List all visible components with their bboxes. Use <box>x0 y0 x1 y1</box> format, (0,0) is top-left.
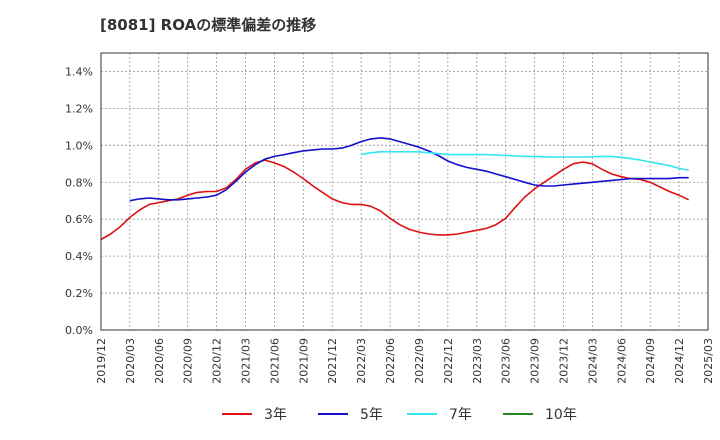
y-tick-label: 0.6% <box>65 213 93 226</box>
series-line-7年 <box>360 151 689 172</box>
x-tick-label: 2023/12 <box>557 338 570 384</box>
y-tick-label: 0.4% <box>65 250 93 263</box>
legend-label: 3年 <box>264 407 287 423</box>
y-tick-label: 0.8% <box>65 176 93 189</box>
y-tick-label: 0.0% <box>65 324 93 337</box>
x-tick-label: 2021/06 <box>268 338 281 384</box>
x-tick-label: 2020/03 <box>124 338 137 384</box>
plot-border <box>100 52 709 331</box>
x-tick-label: 2023/03 <box>471 338 484 384</box>
legend-label: 5年 <box>360 407 383 423</box>
legend-item: 7年 <box>407 407 472 423</box>
x-axis-ticks: 2019/12 2020/03 2020/06 2020/09 2020/12 2021/… <box>95 338 715 384</box>
x-tick-label: 2024/03 <box>586 338 599 384</box>
series-line-5年 <box>129 137 689 202</box>
legend-item: 3年 <box>222 407 287 423</box>
x-tick-label: 2019/12 <box>95 338 108 384</box>
x-tick-label: 2020/09 <box>182 338 195 384</box>
x-tick-label: 2025/03 <box>702 338 715 384</box>
y-axis-ticks: 0.0% 0.2% 0.4% 0.6% 0.8% 1.0% 1.2% 1.4% <box>65 65 93 337</box>
x-tick-label: 2022/09 <box>413 338 426 384</box>
series-line-3年 <box>100 159 690 241</box>
legend-label: 7年 <box>449 407 472 423</box>
legend-item: 10年 <box>503 407 577 423</box>
x-tick-label: 2022/03 <box>355 338 368 384</box>
x-tick-label: 2024/12 <box>673 338 686 384</box>
x-tick-label: 2021/09 <box>297 338 310 384</box>
y-tick-label: 1.2% <box>65 102 93 115</box>
series-lines <box>100 137 690 241</box>
x-tick-label: 2021/12 <box>326 338 339 384</box>
x-tick-label: 2024/09 <box>644 338 657 384</box>
x-tick-label: 2020/12 <box>211 338 224 384</box>
chart-title: [8081] ROAの標準偏差の推移 <box>100 16 317 34</box>
x-tick-label: 2022/12 <box>442 338 455 384</box>
y-tick-label: 1.4% <box>65 65 93 78</box>
x-tick-label: 2021/03 <box>240 338 253 384</box>
x-tick-label: 2024/06 <box>615 338 628 384</box>
legend-item: 5年 <box>318 407 383 423</box>
x-tick-label: 2023/09 <box>529 338 542 384</box>
x-tick-label: 2020/06 <box>153 338 166 384</box>
x-tick-label: 2022/06 <box>384 338 397 384</box>
legend: 3年 5年 7年 10年 <box>222 407 577 423</box>
x-tick-label: 2023/06 <box>500 338 513 384</box>
grid <box>101 53 708 330</box>
y-tick-label: 0.2% <box>65 287 93 300</box>
legend-label: 10年 <box>545 407 577 423</box>
y-tick-label: 1.0% <box>65 139 93 152</box>
